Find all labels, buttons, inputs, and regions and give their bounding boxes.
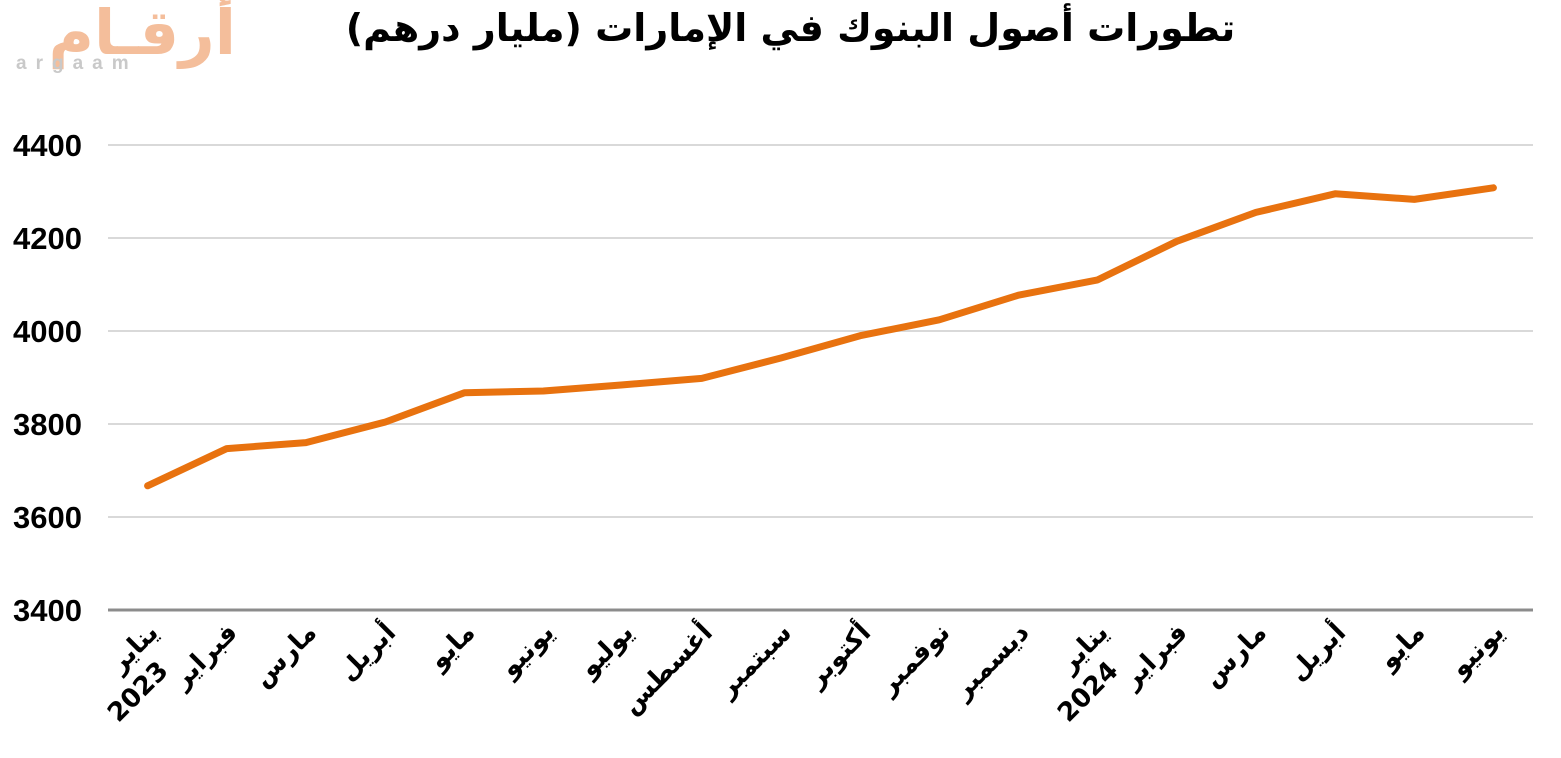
x-tick-label: فبراير xyxy=(165,618,243,696)
x-tick-label: فبراير xyxy=(1115,618,1193,696)
y-tick-label: 3800 xyxy=(13,407,82,442)
x-tick-label: أكتوبر xyxy=(798,616,877,695)
y-tick-label: 3400 xyxy=(13,593,82,628)
x-tick-label: نوفمبر xyxy=(872,618,956,702)
x-tick-label: مارس xyxy=(247,618,322,693)
x-tick-label: يوليو xyxy=(573,618,640,685)
argaam-logo: أرقـام argaam xyxy=(8,0,238,74)
x-tick-label: يونيو xyxy=(493,618,560,685)
argaam-logo-arabic-text: أرقـام xyxy=(48,0,238,69)
series-line xyxy=(144,184,1497,490)
chart-title: تطورات أصول البنوك في الإمارات (مليار در… xyxy=(345,6,1236,50)
x-tick-label: يونيو xyxy=(1443,618,1510,685)
x-tick-label: سبتمبر xyxy=(711,618,798,705)
y-tick-label: 3600 xyxy=(13,500,82,535)
x-tick-label: ديسمبر xyxy=(946,618,1035,707)
y-tick-label: 4200 xyxy=(13,221,82,256)
y-tick-label: 4000 xyxy=(13,314,82,349)
x-tick-label: أبريل xyxy=(1281,616,1352,687)
x-tick-label: مارس xyxy=(1197,618,1272,693)
x-tick-label: أبريل xyxy=(331,616,402,687)
argaam-logo-latin-text: argaam xyxy=(16,53,138,74)
y-tick-label: 4400 xyxy=(13,128,82,163)
x-tick-label: مايو xyxy=(1372,618,1431,677)
x-tick-label: مايو xyxy=(422,618,481,677)
